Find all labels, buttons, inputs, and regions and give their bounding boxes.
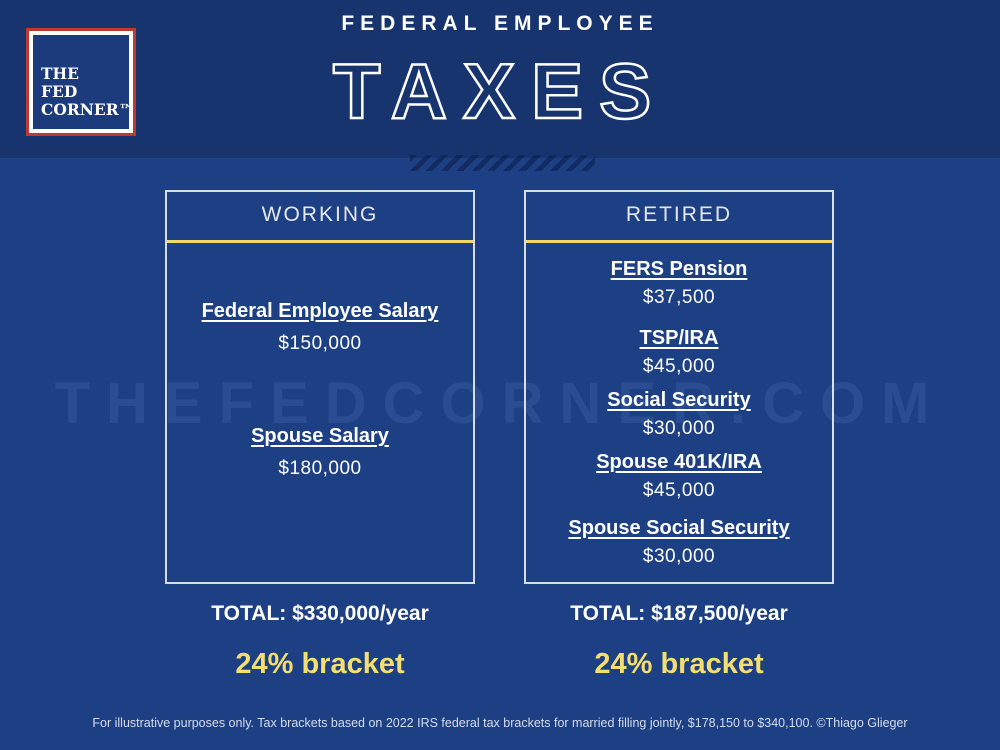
retired-item-spouse-social-security: Spouse Social Security $30,000 [526,517,832,568]
retired-total: TOTAL: $187,500/year [570,602,788,625]
item-value: $30,000 [642,546,716,567]
logo-line-1: THE [41,64,79,83]
item-value: $30,000 [642,418,716,439]
logo-line-3: CORNER™ [41,100,135,119]
working-bracket: 24% bracket [235,648,405,680]
working-total: TOTAL: $330,000/year [211,602,429,625]
item-label: FERS Pension [610,258,748,280]
item-label: Federal Employee Salary [201,300,439,322]
retired-panel: RETIRED FERS Pension $37,500 TSP/IRA $45… [524,190,834,584]
item-label: Spouse Social Security [568,517,790,539]
header-band [0,0,1000,158]
retired-bracket: 24% bracket [594,648,764,680]
page-title: TAXES [332,46,668,137]
working-item-federal-salary: Federal Employee Salary $150,000 [167,300,473,355]
item-value: $150,000 [278,333,362,354]
fed-corner-logo: THE FED CORNER™ [26,28,136,136]
item-value: $37,500 [642,287,716,308]
retired-item-social-security: Social Security $30,000 [526,389,832,440]
item-label: Spouse 401K/IRA [596,451,762,473]
retired-item-fers-pension: FERS Pension $37,500 [526,258,832,309]
item-label: Social Security [607,389,751,411]
working-item-spouse-salary: Spouse Salary $180,000 [167,425,473,480]
working-heading: WORKING [167,192,473,243]
footnote-disclaimer: For illustrative purposes only. Tax brac… [92,716,908,730]
item-value: $45,000 [642,480,716,501]
header-eyebrow: FEDERAL EMPLOYEE [341,12,659,35]
logo-line-2: FED [41,82,78,101]
item-label: Spouse Salary [251,425,389,447]
retired-item-tsp-ira: TSP/IRA $45,000 [526,327,832,378]
watermark-text: THEFEDCORNER.COM [54,371,946,436]
retired-item-spouse-401k: Spouse 401K/IRA $45,000 [526,451,832,502]
retired-heading: RETIRED [526,192,832,243]
working-panel: WORKING Federal Employee Salary $150,000… [165,190,475,584]
item-value: $180,000 [278,458,362,479]
item-value: $45,000 [642,356,716,377]
decorative-stripes [410,155,595,171]
item-label: TSP/IRA [639,327,719,349]
